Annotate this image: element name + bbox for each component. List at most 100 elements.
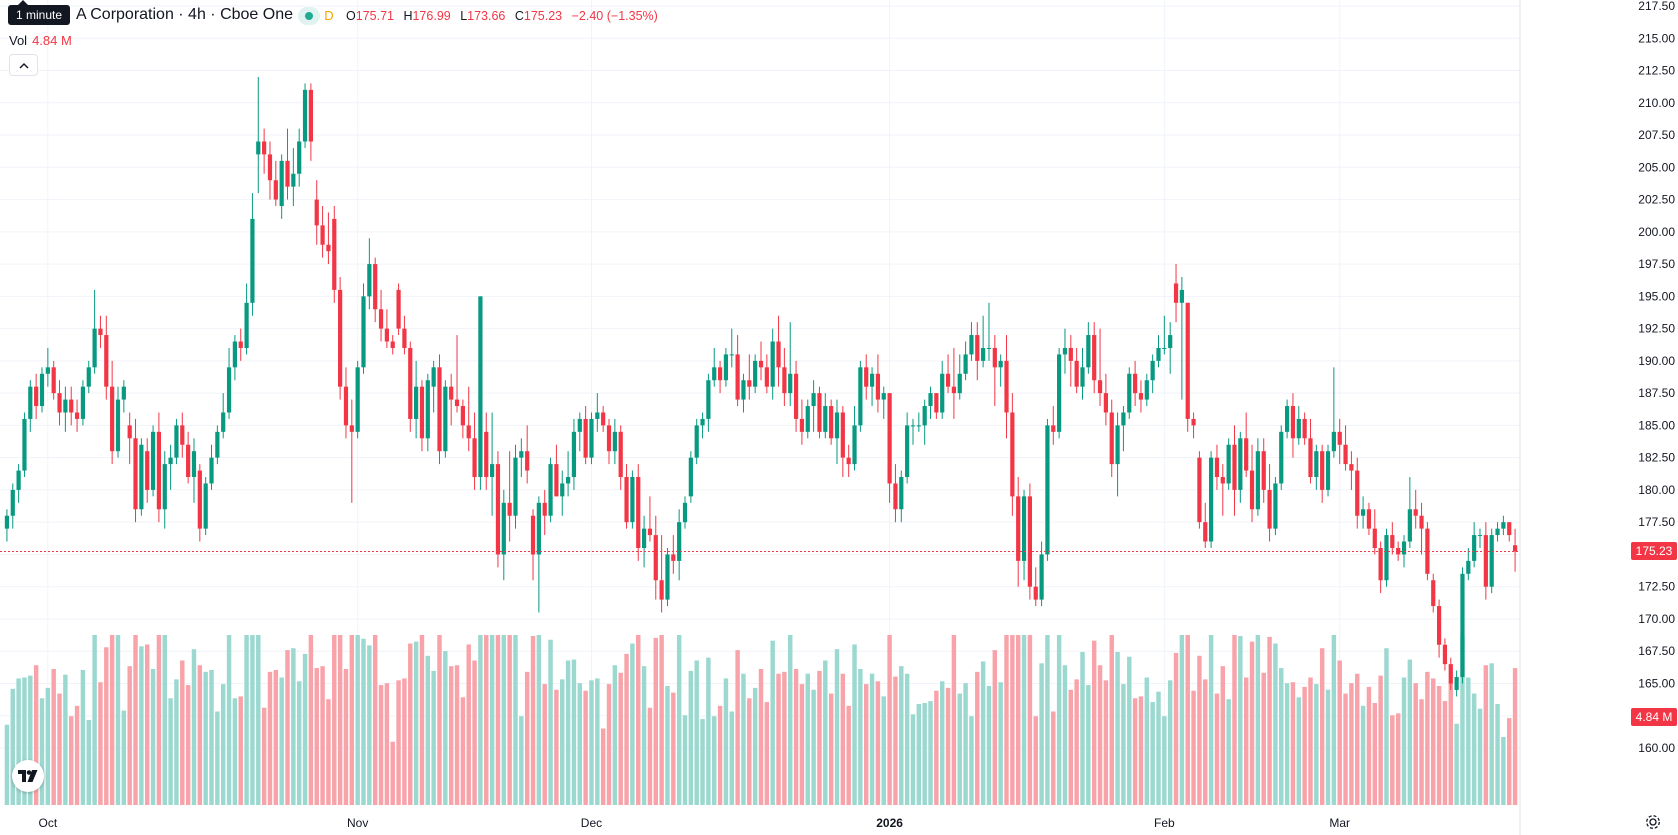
candle-body [1197,457,1202,523]
volume-bar [1004,635,1009,805]
candle-body [601,412,606,426]
candle-body [758,360,764,368]
volume-bar [454,665,460,805]
candle-body [285,160,290,187]
volume-bar [1156,691,1161,805]
candle-body [624,477,629,523]
volume-bar [51,669,56,805]
volume-bar [1296,697,1302,805]
candle-body [764,367,769,387]
candle-body [1407,509,1412,542]
volume-bar [700,719,705,805]
candle-body [1103,393,1108,413]
tv-mark-icon [18,770,38,782]
low-label: L [460,9,468,23]
candle-body [1016,496,1021,561]
volume-bar [682,715,688,805]
candle-body [320,225,325,245]
candle-body [700,418,705,426]
candle-body [1489,535,1494,587]
volume-bar [1173,652,1179,805]
volume-bar [513,635,518,805]
candle-body [484,431,489,478]
volume-bar [337,635,343,805]
candle-body [133,438,138,510]
candle-body [414,386,419,419]
candle-body [905,425,910,478]
volume-bar [1290,682,1296,805]
candle-body [682,502,688,523]
volume-bar [1144,677,1150,805]
candle-body [1396,547,1401,555]
volume-bar [799,684,805,805]
price-tick-label: 190.00 [1638,354,1675,368]
volume-bar [332,635,337,805]
candle-body [267,154,273,181]
volume-bar [478,635,483,805]
gear-icon[interactable] [1644,813,1662,831]
volume-bar [261,707,267,805]
candle-body [712,367,717,381]
volume-legend[interactable]: Vol 4.84 M [9,33,72,48]
volume-bar [811,689,816,805]
volume-bar [887,635,892,805]
volume-bar [1051,711,1056,805]
candle-body [408,347,413,419]
candle-body [1355,470,1360,516]
collapse-legend-button[interactable] [9,54,38,76]
candle-body [1080,367,1085,387]
candle-body [519,451,524,458]
candle-body [852,425,857,465]
candle-body [1074,360,1079,387]
candle-body [1057,354,1062,432]
volume-bar [776,673,781,805]
candle-body [1472,535,1477,561]
volume-bar [1378,675,1383,805]
candle-body [1249,470,1255,510]
candle-body [367,264,372,297]
volume-bar [694,660,699,805]
volume-bar [1138,696,1144,805]
volume-bar [1109,635,1114,805]
volume-bar [139,646,144,805]
candle-body [256,141,261,155]
candle-body [168,457,173,465]
volume-bar [1162,716,1167,805]
volume-bar [372,635,378,805]
volume-bar [1477,708,1483,805]
candle-body [180,425,185,445]
candle-body [1226,444,1231,484]
price-tick-label: 202.50 [1638,193,1675,207]
candle-body [1436,606,1442,645]
volume-bar [869,673,875,805]
volume-bar [285,650,290,805]
volume-bar [828,693,834,805]
price-tick-label: 182.50 [1638,451,1675,465]
volume-bar [1489,663,1494,805]
volume-bar [115,635,121,805]
volume-bar [1243,677,1249,805]
volume-bar [1185,635,1190,805]
data-flag-badge[interactable]: D [324,8,334,23]
candle-body [1302,418,1307,439]
candle-body [788,373,793,394]
volume-bar [565,660,571,805]
market-status-icon[interactable] [298,7,320,25]
price-tick-label: 205.00 [1638,160,1675,174]
symbol-title[interactable]: A Corporation · 4h · Cboe One [76,6,294,23]
volume-bar [1314,684,1319,805]
volume-bar [904,673,910,805]
tradingview-logo-icon[interactable] [12,760,44,792]
candle-body [1051,425,1056,432]
candle-body [992,347,997,368]
volume-bar [788,635,793,805]
volume-bar [168,698,173,805]
volume-bar [156,635,162,805]
volume-bar [1273,643,1278,805]
candle-body [1454,677,1459,690]
volume-bar [957,693,962,805]
candle-body [1121,412,1126,426]
price-tick-label: 217.50 [1638,0,1675,13]
